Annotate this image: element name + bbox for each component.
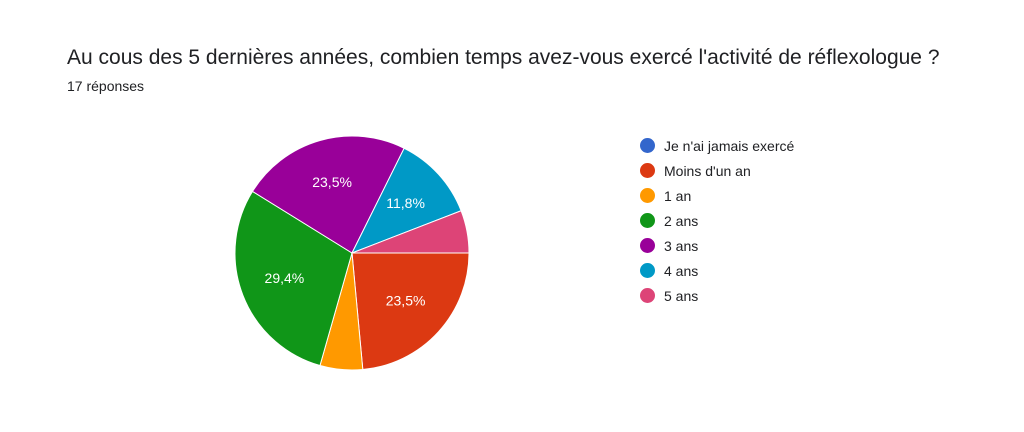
legend-swatch: [640, 263, 655, 278]
legend-item-3-ans[interactable]: 3 ans: [640, 233, 794, 258]
legend-label: 3 ans: [664, 237, 699, 254]
legend-swatch: [640, 188, 655, 203]
legend-item-moins-d-un-an[interactable]: Moins d'un an: [640, 158, 794, 183]
legend-item-5-ans[interactable]: 5 ans: [640, 283, 794, 308]
legend-label: 1 an: [664, 187, 692, 204]
legend-label: 2 ans: [664, 212, 699, 229]
slice-label-2-ans: 29,4%: [265, 270, 305, 286]
legend-item-je-n-ai-jamais-exerce[interactable]: Je n'ai jamais exercé: [640, 133, 794, 158]
chart-title: Au cous des 5 dernières années, combien …: [67, 46, 940, 69]
legend-label: Moins d'un an: [664, 162, 751, 179]
legend-swatch: [640, 288, 655, 303]
pie-slice-4-ans[interactable]: [350, 147, 462, 254]
slice-label-moins-d-un-an: 23,5%: [386, 293, 426, 309]
slice-label-4-ans: 11,8%: [386, 195, 425, 211]
legend-swatch: [640, 238, 655, 253]
legend-label: 5 ans: [664, 287, 699, 304]
legend-swatch: [640, 163, 655, 178]
legend-swatch: [640, 213, 655, 228]
legend-label: Je n'ai jamais exercé: [664, 137, 795, 154]
chart-legend: Je n'ai jamais exercé Moins d'un an 1 an 2 …: [640, 133, 794, 308]
legend-item-1-an[interactable]: 1 an: [640, 183, 794, 208]
legend-item-4-ans[interactable]: 4 ans: [640, 258, 794, 283]
legend-label: 4 ans: [664, 262, 699, 279]
response-count: 17 réponses: [67, 78, 145, 94]
legend-item-2-ans[interactable]: 2 ans: [640, 208, 794, 233]
pie-slice-5-ans[interactable]: [351, 210, 470, 254]
legend-swatch: [640, 138, 655, 153]
pie-slice-moins-d-un-an[interactable]: [351, 252, 470, 371]
slice-label-3-ans: 23,5%: [312, 174, 352, 190]
